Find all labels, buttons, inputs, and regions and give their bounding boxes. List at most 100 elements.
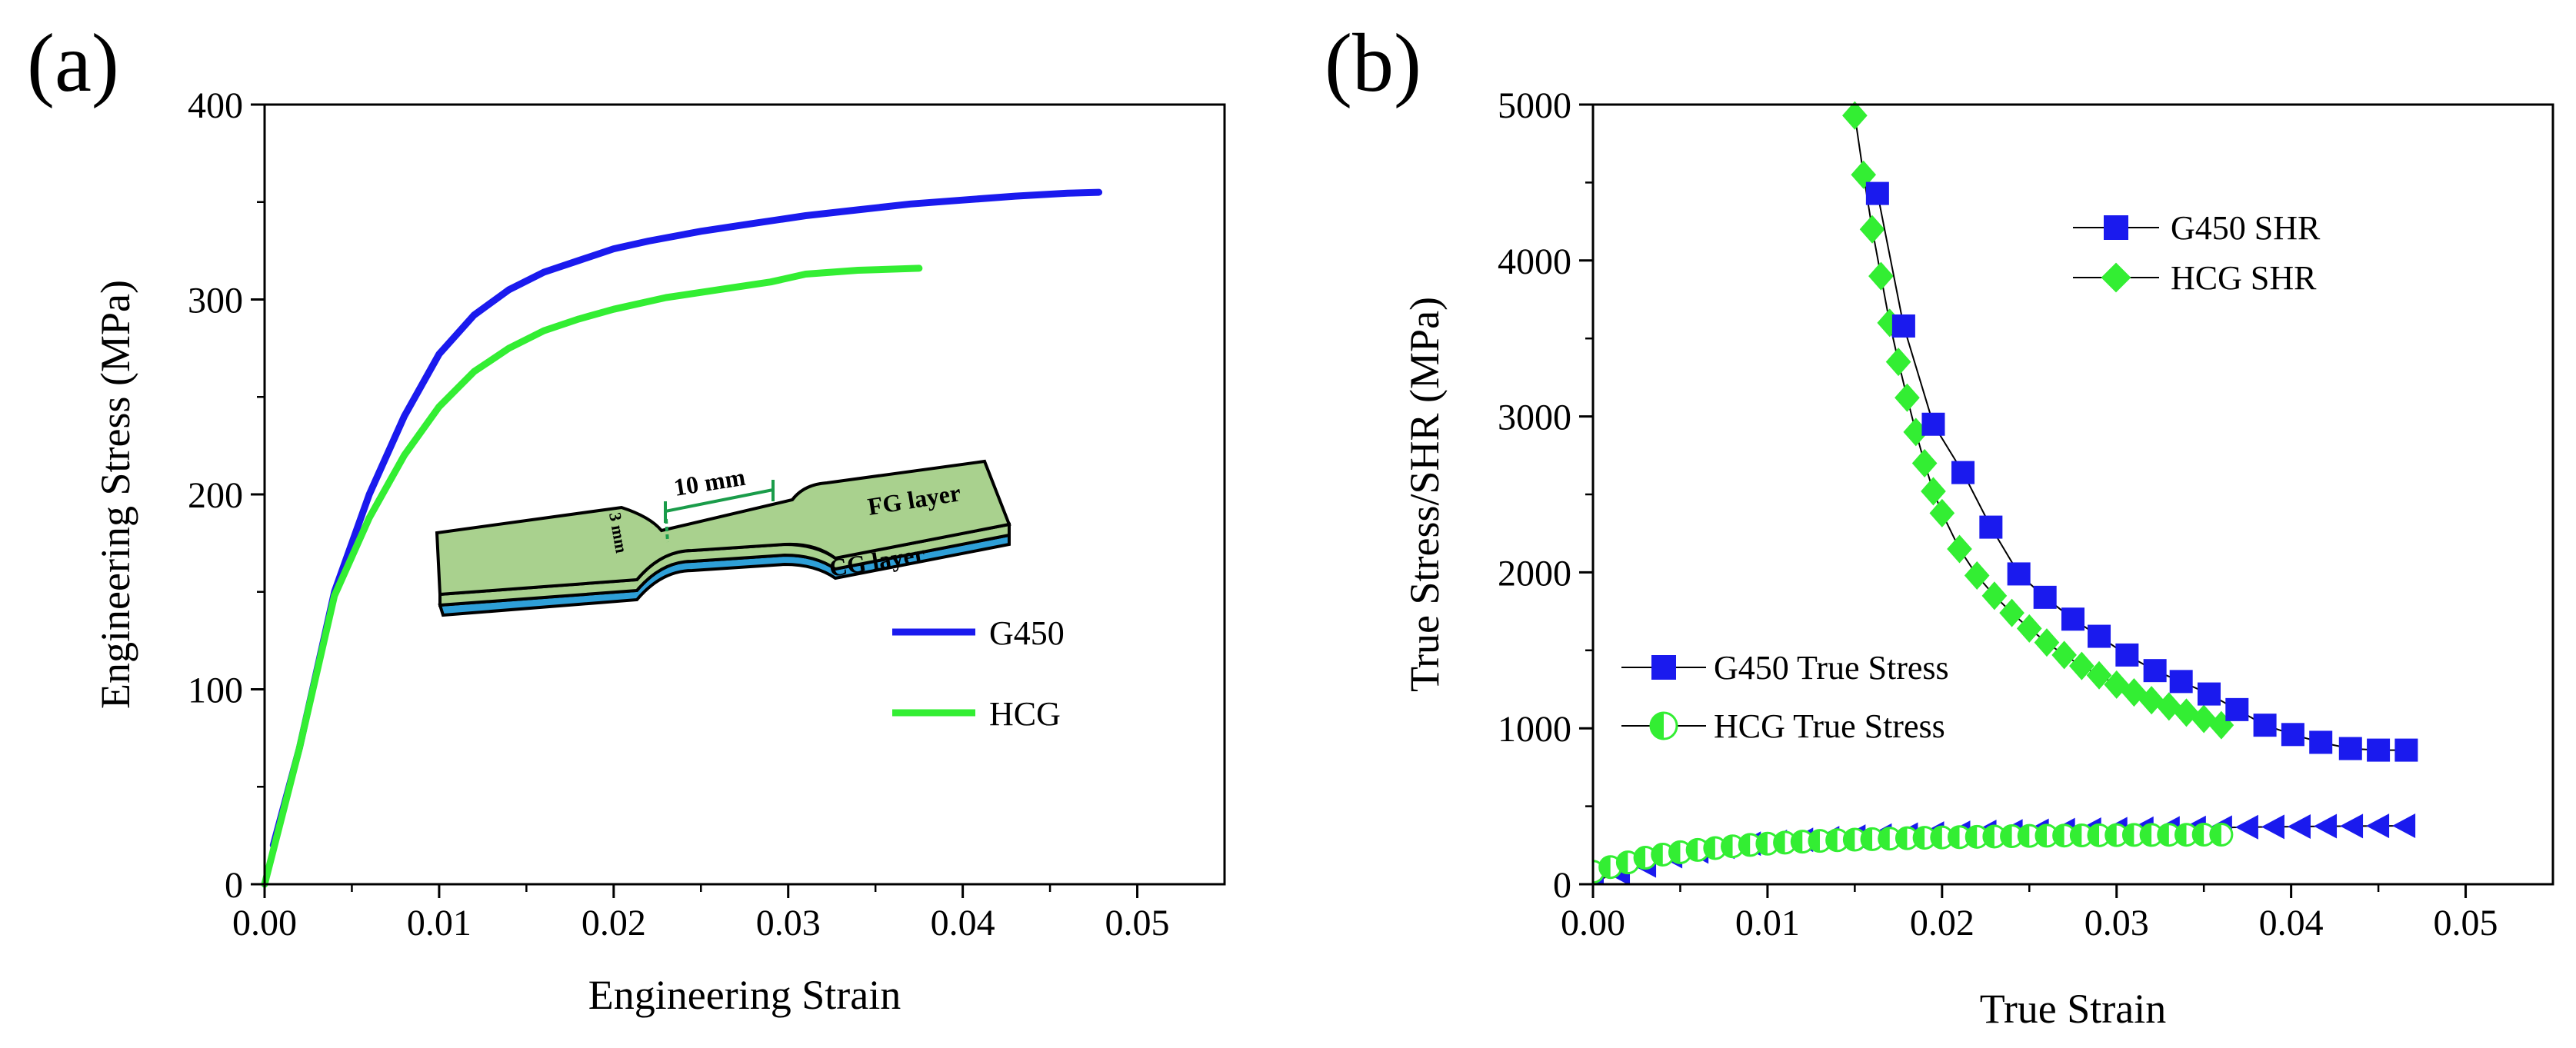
series-g450-shr-point — [1921, 412, 1945, 436]
series-hcg-true-stress-point — [2209, 823, 2234, 847]
series-hcg-true-stress-point-half — [1808, 830, 1820, 852]
legend-hcg-label: HCG — [989, 695, 1061, 733]
specimen-inset: 10 mm 3 mm FG layer CG layer — [435, 459, 1011, 617]
series-hcg-shr-point — [1981, 581, 2008, 611]
panel-b-ytick-label: 4000 — [1498, 241, 1571, 282]
series-hcg-true-stress-point — [2157, 823, 2181, 847]
series-hcg-true-stress-point-half — [1896, 827, 1908, 850]
series-hcg-true-stress-point — [2191, 823, 2216, 847]
panel-a-xtick-label: 0.01 — [407, 903, 472, 943]
legend-g450-true-label: G450 True Stress — [1714, 649, 1949, 687]
series-hcg-true-stress-point — [1842, 827, 1867, 852]
series-g450-true-stress-point — [2392, 813, 2416, 838]
series-hcg-true-stress-point — [1755, 831, 1780, 856]
series-hcg-true-stress-point-half — [2105, 824, 2117, 847]
series-hcg-true-stress-point-half — [1826, 829, 1838, 851]
series-hcg-shr-point — [1895, 383, 1920, 412]
panel-b-xtick-label: 0.05 — [2434, 903, 2498, 943]
panel-a-xtick-label: 0.03 — [756, 903, 821, 943]
series-hcg-true-stress-point-half — [2158, 823, 2169, 846]
panel-b-xlabel: True Strain — [1980, 986, 2167, 1032]
panel-b-xtick-label: 0.03 — [2084, 903, 2149, 943]
series-g450-true-stress-point — [2366, 813, 2390, 839]
panel-b-legend-true-stress: G450 True Stress HCG True Stress — [1621, 649, 1949, 745]
series-hcg-shr-point — [2086, 660, 2112, 690]
series-hcg-true-stress-point — [1598, 855, 1623, 880]
series-hcg-shr-point — [2138, 686, 2164, 715]
panel-b-plot-frame — [1591, 103, 2554, 886]
series-hcg-shr-point — [1851, 160, 1877, 189]
series-g450-shr-point — [2169, 670, 2193, 694]
series-hcg-shr-point — [2051, 640, 2077, 670]
specimen-length-marker — [665, 488, 774, 513]
series-hcg-shr-point — [1868, 261, 1894, 291]
panel-b-ylabel: True Stress/SHR (MPa) — [1401, 297, 1448, 692]
series-hcg-true-stress-point-half — [1582, 861, 1593, 883]
series-g450-shr-point — [2394, 738, 2418, 762]
series-hcg-shr-point — [1911, 448, 1938, 477]
panel-b: (b) 0.00 0.01 0.02 0.03 0.04 0.05 0 1000 2000 300… — [1325, 18, 2554, 1032]
series-hcg-shr-point — [1842, 101, 1868, 130]
panel-a-legend: G450 HCG — [892, 614, 1065, 733]
panel-a-xtick-label: 0.04 — [931, 903, 995, 943]
legend-g450-true-marker — [1651, 655, 1676, 680]
series-hcg-true-stress-point-half — [2141, 823, 2152, 846]
series-hcg-true-stress-point — [2052, 823, 2077, 848]
panel-b-ytick-label: 5000 — [1498, 85, 1571, 126]
panel-a-xtick-label: 0.05 — [1105, 903, 1170, 943]
series-hcg-shr-point — [1929, 498, 1955, 527]
series-hcg-true-stress-point — [2087, 823, 2111, 847]
series-g450-shr-point — [2143, 659, 2167, 683]
series-hcg-line — [261, 264, 923, 888]
series-hcg-shr-line — [1854, 115, 2222, 727]
series-g450-shr-point — [2309, 730, 2333, 754]
series-g450-shr-point — [2197, 682, 2221, 706]
panel-a-ytick-label: 0 — [225, 865, 243, 906]
series-hcg-true-stress-point-half — [1721, 835, 1733, 857]
series-hcg-true-stress-point-half — [1914, 827, 1925, 849]
series-hcg-shr-point — [1921, 477, 1946, 506]
series-g450-shr-point — [2338, 737, 2362, 760]
series-hcg-shr-point — [2069, 651, 2094, 680]
series-hcg-true-stress-point-half — [1669, 841, 1681, 863]
panel-b-xtick-label: 0.00 — [1561, 903, 1625, 943]
series-hcg-true-stress-point-half — [1966, 826, 1978, 848]
series-hcg-true-stress-point-half — [1861, 828, 1873, 850]
series-hcg-true-stress-point-half — [1983, 825, 1994, 847]
series-g450-shr-point — [2033, 585, 2057, 609]
series-g450-shr-point — [2367, 738, 2391, 762]
series-g450-shr-point — [2281, 723, 2304, 747]
series-hcg-true-stress-point-half — [1756, 833, 1768, 855]
series-g450-shr-point — [1891, 314, 1915, 338]
panel-b-xtick-label: 0.04 — [2259, 903, 2324, 943]
series-hcg-shr-point — [2034, 628, 2060, 657]
series-g450-shr-point — [2007, 562, 2031, 586]
series-hcg-true-stress-point-half — [1774, 831, 1785, 853]
panel-a-ytick-label: 400 — [188, 85, 243, 126]
series-hcg-shr-point — [1947, 534, 1972, 564]
series-hcg-true-stress-point-half — [1687, 839, 1698, 861]
legend-g450-label: G450 — [989, 614, 1065, 652]
series-hcg-true-stress-point — [2104, 823, 2129, 847]
series-hcg-true-stress-point-half — [2071, 824, 2082, 847]
legend-hcg-shr-label: HCG SHR — [2171, 259, 2317, 297]
legend-g450-shr-label: G450 SHR — [2171, 209, 2321, 247]
series-g450-shr-point — [1865, 181, 1889, 205]
series-g450-true-stress-point — [2261, 814, 2284, 840]
series-hcg-true-stress-point-half — [1635, 847, 1646, 869]
series-hcg-true-stress-point — [1948, 825, 1972, 850]
specimen-fg-layer — [435, 459, 1011, 597]
panel-b-ytick-label: 1000 — [1498, 709, 1571, 750]
legend-hcg-shr-marker — [2101, 262, 2131, 293]
panel-b-xtick-label: 0.02 — [1910, 903, 1974, 943]
specimen-width-marker — [665, 518, 669, 543]
panel-b-ytick-label: 3000 — [1498, 398, 1571, 438]
panel-b-ytick-label: 0 — [1553, 865, 1571, 906]
series-hcg-true-stress-point-half — [1651, 843, 1663, 866]
panel-a: (a) 0.00 0.01 0.02 0.03 0.04 0.05 0 100 200 300 40… — [27, 18, 1226, 1018]
series-hcg-true-stress-point-half — [2088, 824, 2100, 847]
series-g450-shr-point — [2225, 697, 2249, 721]
series-hcg-true-stress-point-half — [1878, 827, 1890, 850]
panel-b-legend-shr: G450 SHR HCG SHR — [2073, 209, 2321, 297]
